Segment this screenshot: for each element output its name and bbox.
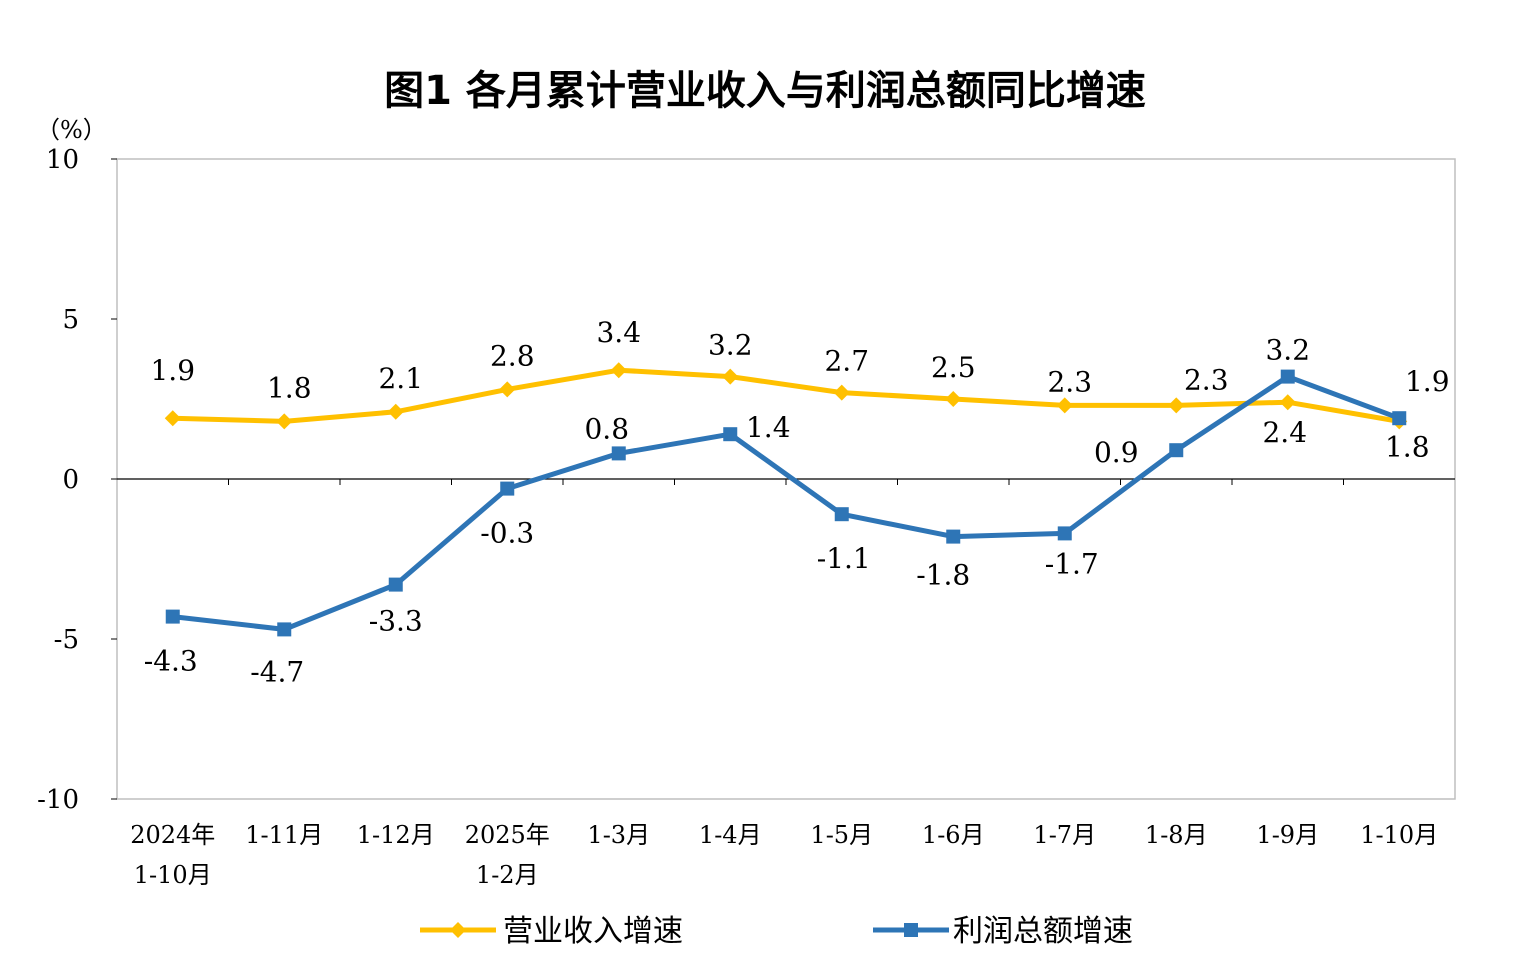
x-tick-label: 2024年 bbox=[130, 821, 215, 849]
square-point bbox=[277, 622, 292, 637]
diamond-point bbox=[722, 368, 739, 385]
chart-title: 图1 各月累计营业收入与利润总额同比增速 bbox=[384, 68, 1146, 114]
diamond-point bbox=[833, 384, 850, 401]
y-tick-label: 10 bbox=[46, 145, 79, 175]
x-tick-label: 2025年 bbox=[465, 821, 550, 849]
profit-data-label: 3.2 bbox=[1265, 334, 1310, 367]
y-tick-label: 0 bbox=[62, 465, 79, 495]
profit-data-label: -1.7 bbox=[1045, 547, 1099, 580]
square-point bbox=[1169, 443, 1184, 458]
revenue-data-label: 1.9 bbox=[150, 354, 195, 387]
revenue-data-label: 2.8 bbox=[490, 339, 535, 372]
revenue-data-label: 2.3 bbox=[1184, 363, 1229, 396]
x-tick-label: 1-9月 bbox=[1256, 821, 1319, 849]
diamond-point bbox=[499, 381, 516, 398]
x-tick-label: 1-3月 bbox=[587, 821, 650, 849]
diamond-point bbox=[164, 410, 181, 427]
series-profit bbox=[165, 369, 1407, 637]
diamond-point bbox=[276, 413, 293, 430]
series-line bbox=[172, 374, 1401, 632]
revenue-data-label: 2.5 bbox=[931, 351, 976, 384]
profit-data-label: 1.4 bbox=[746, 411, 791, 444]
x-tick-label: 1-5月 bbox=[810, 821, 873, 849]
y-tick-label: 5 bbox=[62, 305, 79, 335]
square-point bbox=[1392, 411, 1407, 426]
revenue-data-label: 1.8 bbox=[267, 371, 312, 404]
profit-data-label: -0.3 bbox=[480, 517, 534, 550]
revenue-data-label: 2.4 bbox=[1262, 416, 1307, 449]
diamond-point bbox=[387, 403, 404, 420]
square-point bbox=[834, 507, 849, 522]
x-tick-label: 1-7月 bbox=[1033, 821, 1096, 849]
profit-data-label: -1.8 bbox=[916, 559, 970, 592]
x-tick-label: 1-4月 bbox=[699, 821, 762, 849]
revenue-data-label: 2.3 bbox=[1047, 365, 1092, 398]
diamond-point bbox=[1056, 397, 1073, 414]
square-point bbox=[611, 446, 626, 461]
square-point bbox=[165, 609, 180, 624]
diamond-point bbox=[450, 922, 466, 938]
profit-data-label: 0.9 bbox=[1094, 436, 1139, 469]
revenue-data-label: 3.2 bbox=[708, 329, 753, 362]
profit-data-label: -4.7 bbox=[250, 655, 304, 688]
profit-data-label: -4.3 bbox=[144, 645, 198, 678]
y-tick-label: -5 bbox=[54, 625, 79, 655]
profit-data-label: -3.3 bbox=[369, 605, 423, 638]
y-tick-label: -10 bbox=[37, 785, 79, 815]
series-line bbox=[172, 367, 1400, 424]
data-labels: 1.9 1.8 2.1 2.8 3.4 3.2 2.7 2.5 2.3 2.3 2.4 1.8 -4.3… bbox=[144, 316, 1450, 688]
square-point bbox=[904, 923, 918, 937]
profit-data-label: -1.1 bbox=[817, 542, 871, 575]
square-point bbox=[946, 529, 961, 544]
revenue-data-label: 3.4 bbox=[596, 316, 641, 349]
square-point bbox=[388, 577, 403, 592]
series bbox=[164, 362, 1408, 637]
square-point bbox=[1280, 369, 1295, 384]
legend-label: 利润总额增速 bbox=[953, 914, 1133, 949]
x-tick-label: 1-6月 bbox=[922, 821, 985, 849]
diamond-point bbox=[1279, 394, 1296, 411]
profit-data-label: 1.9 bbox=[1405, 365, 1450, 398]
y-axis-unit: （%） bbox=[36, 116, 107, 144]
revenue-data-label: 1.8 bbox=[1385, 430, 1430, 463]
x-tick-label: 1-10月 bbox=[134, 861, 212, 889]
legend-item-revenue: 营业收入增速 bbox=[420, 914, 683, 949]
x-tick-label: 1-8月 bbox=[1145, 821, 1208, 849]
diamond-point bbox=[945, 391, 962, 407]
profit-data-label: 0.8 bbox=[584, 412, 629, 445]
x-tick-label: 1-2月 bbox=[476, 861, 539, 889]
revenue-data-label: 2.1 bbox=[378, 362, 423, 395]
diamond-point bbox=[1168, 397, 1185, 414]
square-point bbox=[723, 427, 738, 442]
square-point bbox=[500, 481, 515, 496]
square-point bbox=[1057, 526, 1072, 541]
diamond-point bbox=[610, 362, 627, 379]
legend: 营业收入增速 利润总额增速 bbox=[420, 914, 1133, 949]
x-tick-label: 1-10月 bbox=[1360, 821, 1438, 849]
legend-label: 营业收入增速 bbox=[503, 914, 683, 949]
revenue-data-label: 2.7 bbox=[824, 345, 869, 378]
x-tick-label: 1-11月 bbox=[245, 821, 323, 849]
legend-item-profit: 利润总额增速 bbox=[873, 914, 1133, 949]
x-tick-label: 1-12月 bbox=[357, 821, 435, 849]
axes: 10 5 0 -5 -10 2024年 1-10月 1-11月 1-12月 2025年 1-2月 1-… bbox=[37, 145, 1455, 889]
